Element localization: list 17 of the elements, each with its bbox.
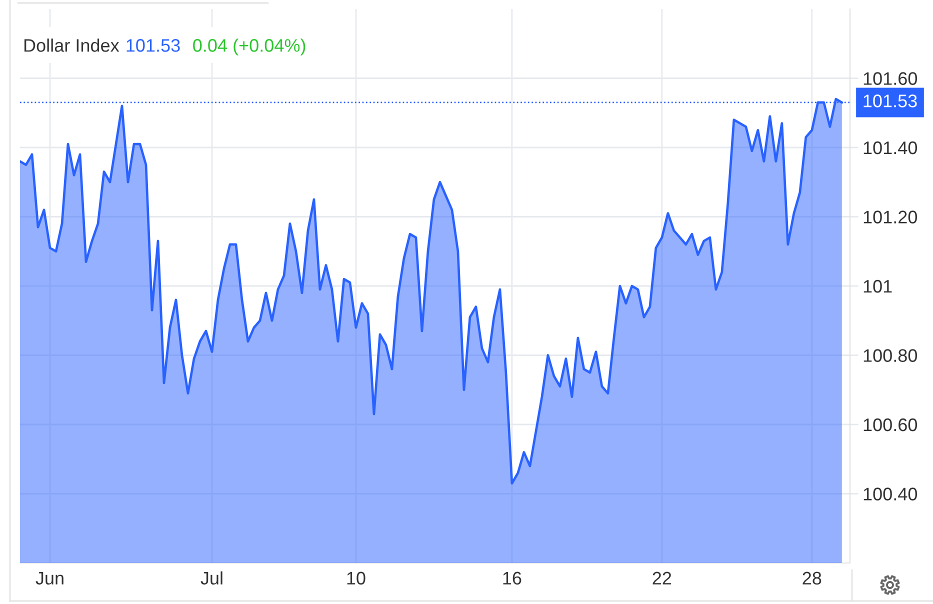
x-tick-label: 22	[652, 572, 672, 584]
x-tick-label: 28	[802, 572, 822, 585]
y-tick-label: 101.60	[864, 72, 918, 85]
annotation: 0.04 (+0.04%)	[193, 38, 306, 56]
y-tick-label: 100.40	[864, 488, 918, 500]
x-tick-label: 10	[347, 572, 366, 585]
ref-line-label: 101.53	[864, 94, 917, 108]
annotation: 101.53	[126, 39, 180, 52]
y-tick-label: 101.20	[864, 210, 918, 224]
text: Dollar Index	[24, 38, 120, 52]
y-tick-label: 101.40	[864, 141, 918, 154]
y-tick-label: 100.80	[864, 349, 918, 362]
x-tick-label: 16	[503, 572, 522, 585]
y-tick-label: 100.60	[864, 418, 918, 432]
x-tick-label: Jul	[200, 571, 222, 585]
y-tick-label: 101	[864, 280, 892, 293]
x-tick-label: Jun	[36, 572, 64, 585]
